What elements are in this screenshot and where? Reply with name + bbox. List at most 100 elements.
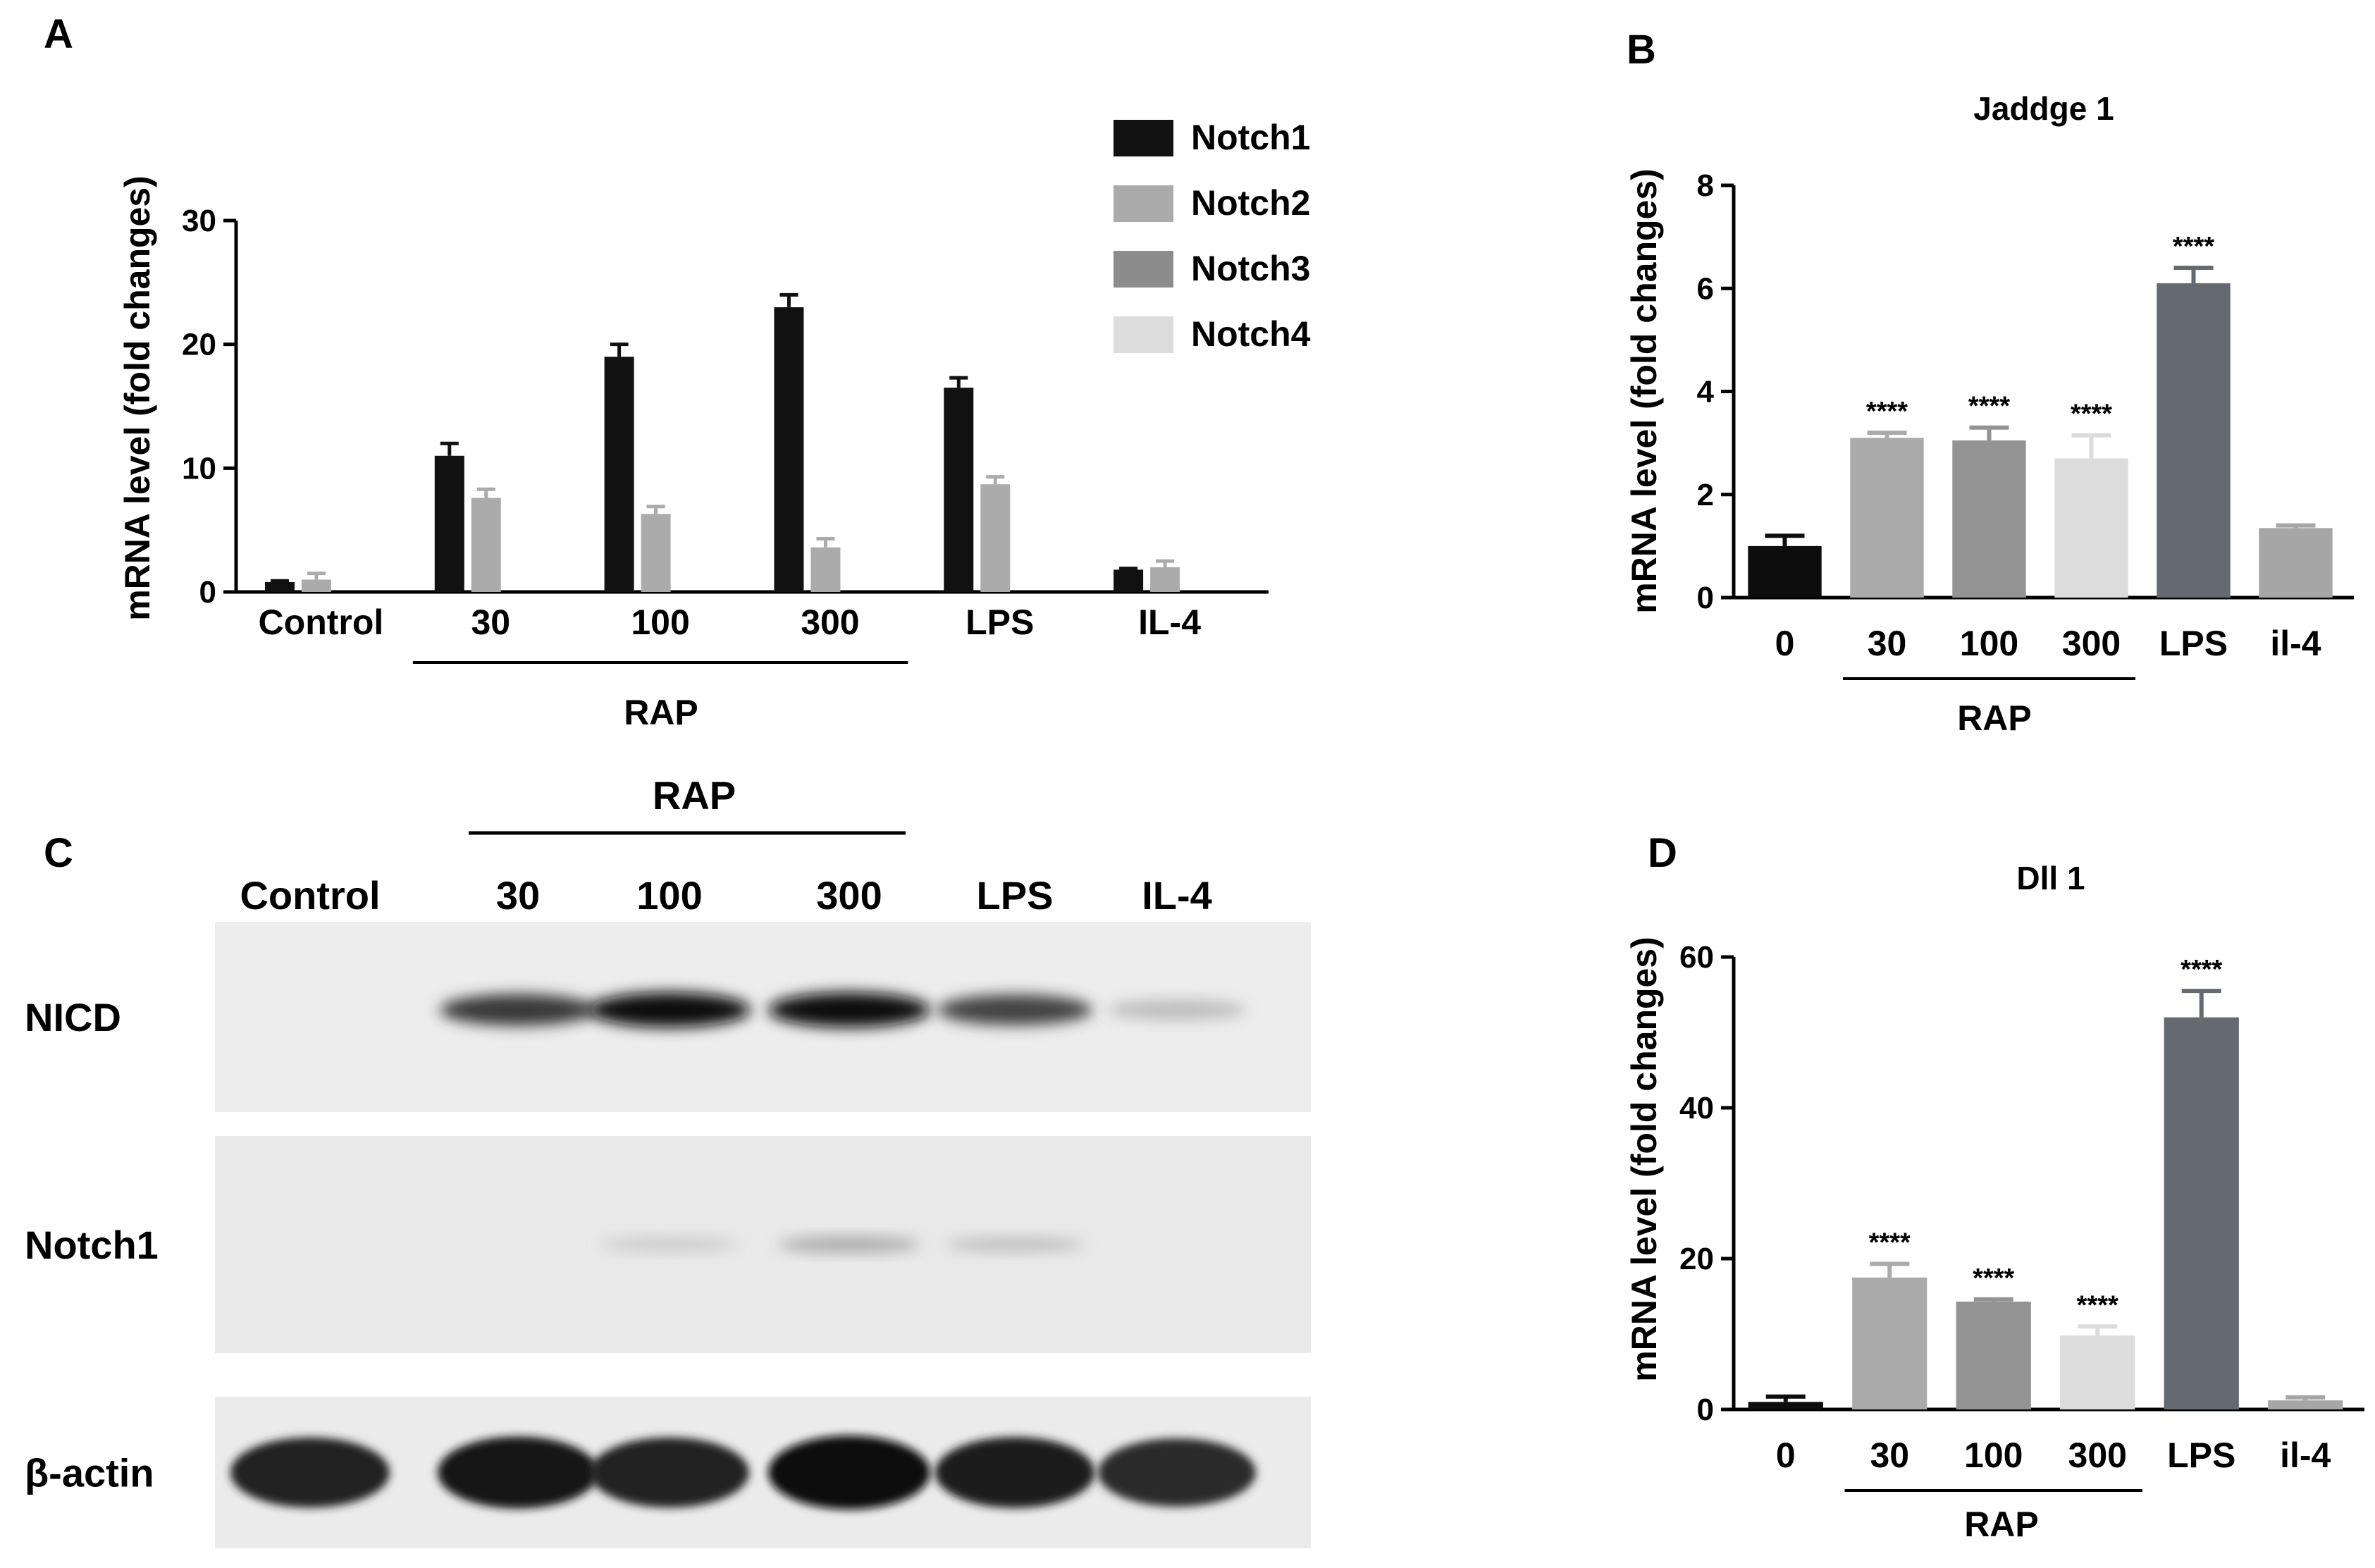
- y-tick-label: 40: [1679, 1091, 1714, 1125]
- blot-lane-label: Control: [240, 873, 380, 918]
- x-category-label: IL-4: [1138, 603, 1201, 642]
- legend-swatch-notch2: [1114, 185, 1173, 222]
- panel-letter-c: C: [44, 830, 73, 876]
- blot-band: [590, 1437, 749, 1508]
- blot-band: [934, 1437, 1095, 1508]
- bar-notch1: [604, 357, 634, 592]
- significance-marker: ****: [2077, 1290, 2118, 1320]
- bar-notch2: [301, 579, 331, 592]
- y-tick-label: 0: [1697, 1393, 1714, 1427]
- y-tick-label: 2: [1697, 478, 1714, 512]
- legend-swatch-notch1: [1114, 120, 1173, 156]
- chart-a: mRNA level (fold changes) 0 10 20 30 Control…: [118, 118, 1311, 732]
- bar-notch2: [980, 484, 1011, 592]
- western-blot: RAP Control 30 100 300 LPS IL-4 NICD Notch1 β-a…: [25, 773, 1311, 1548]
- y-tick-label: 6: [1697, 271, 1714, 306]
- x-category-label: 300: [2068, 1436, 2127, 1475]
- blot-band: [588, 992, 751, 1027]
- significance-marker: ****: [1968, 392, 2010, 421]
- blot-lane-label: IL-4: [1142, 873, 1212, 918]
- bar: [1852, 1277, 1927, 1409]
- blot-band: [945, 1237, 1085, 1252]
- x-category-label: 0: [1775, 624, 1795, 663]
- chart-a-group-label: RAP: [624, 693, 698, 732]
- x-category-label: 0: [1776, 1436, 1796, 1475]
- bar: [2164, 1017, 2239, 1409]
- legend-swatch-notch3: [1114, 251, 1173, 288]
- panel-letter-b: B: [1627, 27, 1656, 73]
- y-tick-label: 0: [199, 575, 216, 610]
- x-category-label: 30: [1870, 1436, 1909, 1475]
- blot-lane-label: 30: [496, 873, 540, 918]
- blot-band: [768, 992, 930, 1027]
- significance-marker: ****: [2173, 232, 2214, 261]
- legend-swatch-notch4: [1114, 316, 1173, 353]
- legend-label: Notch3: [1191, 249, 1310, 288]
- chart-b-group-label: RAP: [1957, 698, 2032, 738]
- x-category-label: LPS: [2159, 624, 2228, 663]
- bar: [2268, 1400, 2343, 1409]
- bar: [1952, 440, 2026, 598]
- blot-band: [1107, 999, 1247, 1020]
- bar-notch1: [264, 581, 295, 592]
- blot-row-label: β-actin: [25, 1451, 154, 1495]
- bar-notch2: [641, 514, 671, 592]
- chart-d-group-label: RAP: [1964, 1505, 2039, 1544]
- x-category-label: 100: [631, 603, 689, 642]
- blot-lane-label: LPS: [977, 873, 1054, 918]
- y-tick-label: 30: [182, 204, 216, 238]
- blot-band: [600, 1237, 739, 1252]
- significance-marker: ****: [2180, 955, 2222, 984]
- blot-band: [1098, 1438, 1256, 1507]
- y-tick-label: 20: [182, 328, 216, 362]
- chart-d-title: Dll 1: [2016, 860, 2085, 896]
- bar-notch2: [1150, 567, 1180, 592]
- chart-a-ylabel: mRNA level (fold changes): [118, 175, 157, 621]
- x-category-label: 30: [1868, 624, 1907, 663]
- bar: [2060, 1335, 2135, 1409]
- blot-row-label: NICD: [25, 995, 121, 1039]
- legend-label: Notch2: [1191, 183, 1310, 223]
- bar-notch2: [810, 547, 841, 592]
- x-category-label: 30: [471, 603, 510, 642]
- x-category-label: LPS: [966, 603, 1034, 642]
- significance-marker: ****: [1973, 1264, 2014, 1293]
- blot-lane-label: 100: [636, 873, 702, 918]
- x-category-label: il-4: [2280, 1436, 2331, 1475]
- x-category-label: Control: [259, 603, 384, 642]
- bar: [2259, 528, 2333, 598]
- bar: [2054, 458, 2128, 598]
- chart-b: Jaddge 1 mRNA level (fold changes) 0 2 4 6 8…: [1624, 90, 2354, 738]
- significance-marker: ****: [1866, 397, 1908, 426]
- significance-marker: ****: [2071, 400, 2112, 429]
- x-category-label: il-4: [2270, 624, 2321, 663]
- x-category-label: 300: [801, 603, 859, 642]
- blot-membrane: [215, 1136, 1311, 1353]
- bar: [1850, 438, 1924, 598]
- blot-lane-label: 300: [816, 873, 882, 918]
- bar-notch2: [471, 498, 501, 592]
- blot-group-label: RAP: [653, 773, 736, 817]
- panel-letter-a: A: [44, 11, 73, 57]
- blot-row-label: Notch1: [25, 1223, 159, 1267]
- bar: [1956, 1301, 2031, 1409]
- chart-d: Dll 1 mRNA level (fold changes) 0 20 40 60 0…: [1624, 860, 2364, 1544]
- x-category-label: LPS: [2167, 1436, 2235, 1475]
- blot-band: [778, 1236, 920, 1253]
- bar-notch1: [944, 388, 974, 592]
- chart-d-ylabel: mRNA level (fold changes): [1624, 937, 1664, 1382]
- bar-notch1: [1114, 569, 1144, 592]
- blot-band: [230, 1437, 390, 1508]
- bar-notch1: [434, 455, 464, 592]
- legend: Notch1 Notch2 Notch3 Notch4: [1114, 118, 1311, 354]
- bar: [2157, 283, 2231, 598]
- legend-label: Notch1: [1191, 118, 1310, 157]
- x-category-label: 100: [1964, 1436, 2023, 1475]
- bar-notch1: [774, 307, 804, 592]
- y-tick-label: 8: [1697, 168, 1714, 203]
- chart-b-ylabel: mRNA level (fold changes): [1624, 168, 1664, 614]
- y-tick-label: 0: [1697, 581, 1714, 615]
- y-tick-label: 4: [1697, 375, 1715, 409]
- y-tick-label: 20: [1679, 1242, 1714, 1276]
